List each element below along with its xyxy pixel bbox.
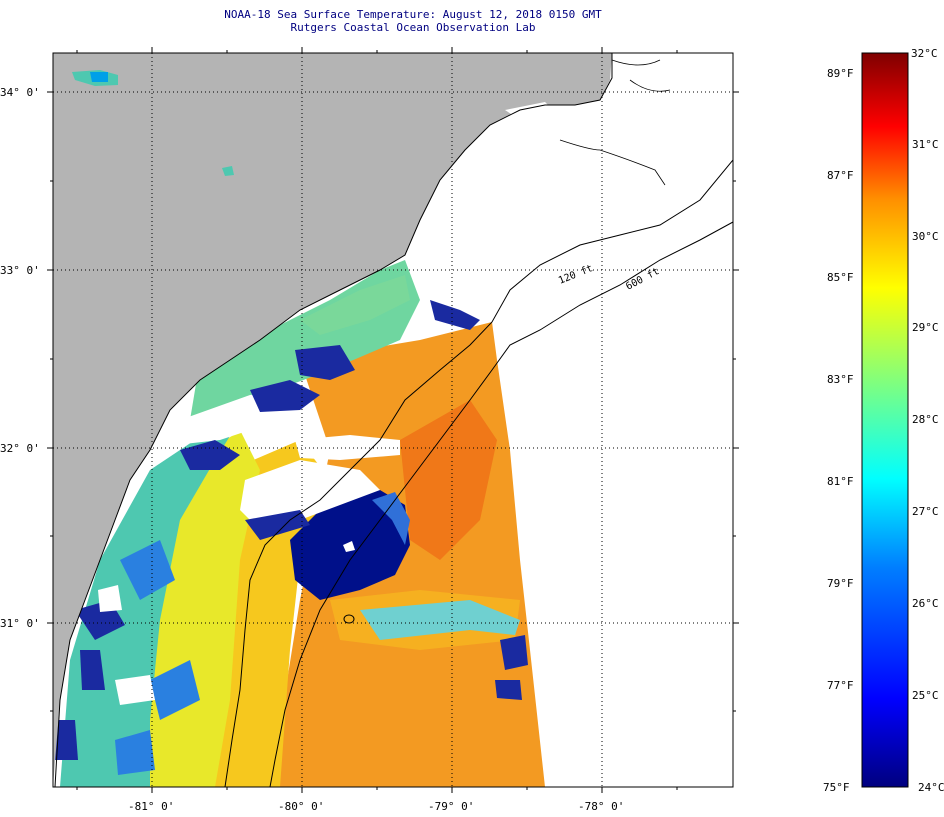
cb-c-26: 26°C <box>912 597 939 610</box>
cb-c-32: 32°C <box>911 47 938 60</box>
cb-f-87: 87°F <box>827 169 854 182</box>
cb-f-81: 81°F <box>827 475 854 488</box>
cb-f-83: 83°F <box>827 373 854 386</box>
lon-label-79: -79° 0' <box>428 800 475 813</box>
map-title: NOAA-18 Sea Surface Temperature: August … <box>224 8 602 21</box>
lat-label-34: 34° 0' <box>0 86 40 99</box>
cb-c-27: 27°C <box>912 505 939 518</box>
lat-label-33: 33° 0' <box>0 264 40 277</box>
lon-label-81: -81° 0' <box>128 800 175 813</box>
sst-nearshore-cool <box>60 420 240 787</box>
cb-c-30: 30°C <box>912 230 939 243</box>
lon-label-80: -80° 0' <box>278 800 325 813</box>
isobath-120ft <box>224 159 733 787</box>
colorbar <box>861 52 909 788</box>
cb-c-24: 24°C <box>918 781 944 794</box>
cb-c-31: 31°C <box>912 138 939 151</box>
cb-f-89: 89°F <box>827 67 854 80</box>
graticule <box>53 53 733 787</box>
cb-c-28: 28°C <box>912 413 939 426</box>
cb-c-25: 25°C <box>912 689 939 702</box>
cloud-patch <box>240 460 380 530</box>
cb-c-29: 29°C <box>912 321 939 334</box>
cb-f-75: 75°F <box>823 781 850 794</box>
cb-f-85: 85°F <box>827 271 854 284</box>
map-content <box>53 53 733 787</box>
land <box>53 53 612 787</box>
map-subtitle: Rutgers Coastal Ocean Observation Lab <box>290 21 536 34</box>
lat-label-31: 31° 0' <box>0 617 40 630</box>
coastline <box>54 53 613 787</box>
cb-f-79: 79°F <box>827 577 854 590</box>
isobath-600ft <box>269 221 733 787</box>
lat-label-32: 32° 0' <box>0 442 40 455</box>
cb-f-77: 77°F <box>827 679 854 692</box>
axis-ticks <box>47 47 739 793</box>
lon-label-78: -78° 0' <box>578 800 625 813</box>
